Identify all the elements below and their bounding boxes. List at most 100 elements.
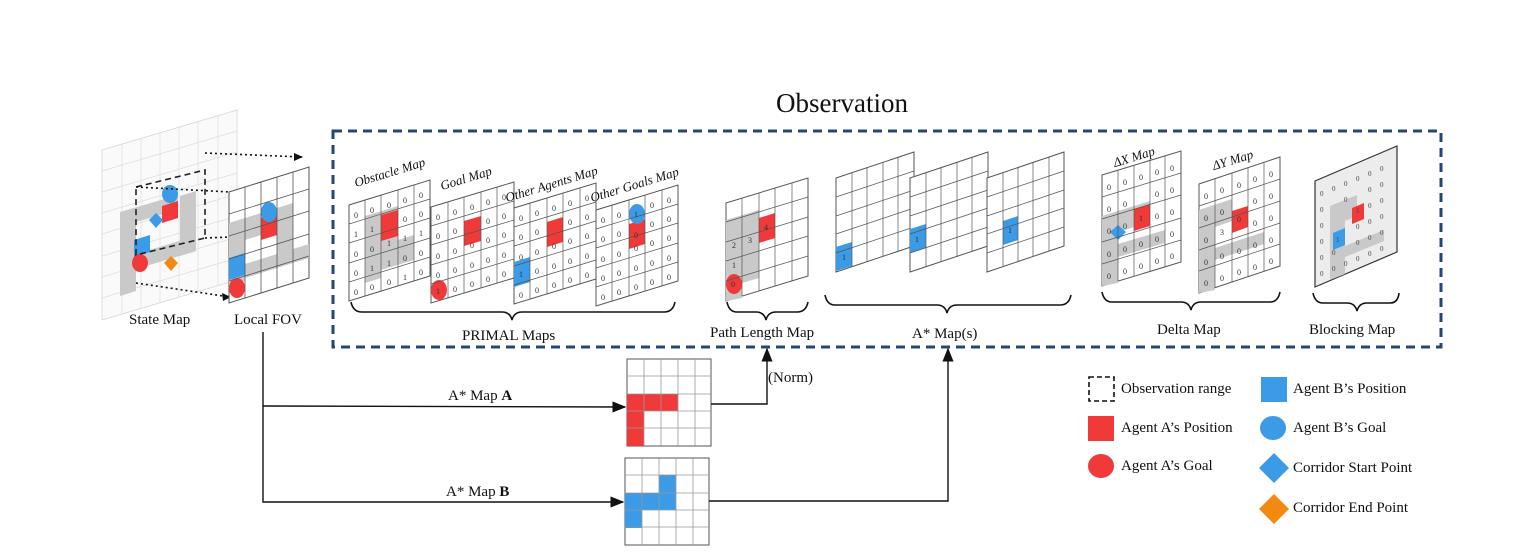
astar-map-b-grid [624, 457, 710, 546]
astar-maps: 1 1 1 [835, 151, 1065, 273]
svg-text:0: 0 [1368, 202, 1372, 210]
svg-text:1: 1 [732, 261, 736, 270]
svg-text:1: 1 [1008, 226, 1012, 235]
svg-text:0: 0 [634, 283, 638, 292]
svg-text:0: 0 [634, 231, 638, 240]
svg-text:0: 0 [1155, 235, 1159, 244]
svg-text:2: 2 [732, 241, 736, 250]
observation-frame [331, 129, 1443, 349]
svg-text:0: 0 [1123, 267, 1127, 276]
svg-text:0: 0 [667, 234, 671, 243]
svg-text:0: 0 [1320, 270, 1324, 278]
svg-text:0: 0 [403, 254, 407, 263]
other-goals-map-sheet: 0 0 0 0 1 0 0 0 0 0 0 0 0 0 0 0 0 0 0 0 0 0 0 0 0 [595, 184, 679, 307]
svg-text:0: 0 [535, 267, 539, 276]
legend-observation-range: Observation range [1121, 381, 1232, 397]
legend-agent-a-position: Agent A’s Position [1121, 420, 1233, 436]
svg-text:0: 0 [1269, 192, 1273, 201]
svg-text:1: 1 [519, 270, 523, 279]
svg-text:0: 0 [1368, 186, 1372, 194]
svg-text:1: 1 [419, 229, 423, 238]
svg-text:0: 0 [354, 250, 358, 259]
svg-text:0: 0 [419, 210, 423, 219]
svg-text:0: 0 [1170, 252, 1174, 261]
svg-text:0: 0 [1204, 236, 1208, 245]
svg-text:0: 0 [1204, 214, 1208, 223]
svg-text:0: 0 [585, 271, 589, 280]
legend-corridor-start: Corridor Start Point [1293, 460, 1413, 476]
svg-text:0: 0 [519, 253, 523, 262]
svg-text:0: 0 [552, 262, 556, 271]
goal-map-sheet: 0 0 0 0 0 0 0 0 0 0 0 0 0 0 0 0 0 0 0 1 0 0 0 0 [430, 181, 515, 304]
svg-text:0: 0 [354, 211, 358, 220]
svg-text:0: 0 [1380, 245, 1384, 253]
svg-text:0: 0 [1123, 222, 1127, 231]
svg-text:0: 0 [1356, 239, 1360, 247]
svg-text:0: 0 [1356, 223, 1360, 231]
svg-text:0: 0 [601, 255, 605, 264]
flow-lines [262, 332, 954, 508]
svg-text:0: 0 [1344, 180, 1348, 188]
svg-text:0: 0 [1380, 165, 1384, 173]
svg-text:0: 0 [419, 191, 423, 200]
svg-text:0: 0 [568, 218, 572, 227]
svg-text:0: 0 [585, 213, 589, 222]
svg-text:0: 0 [1332, 265, 1336, 273]
svg-text:0: 0 [535, 286, 539, 295]
svg-text:0: 0 [535, 209, 539, 218]
svg-text:0: 0 [1332, 249, 1336, 257]
svg-text:0: 0 [1204, 258, 1208, 267]
astar-map-a-grid [626, 358, 712, 447]
svg-text:0: 0 [1107, 272, 1111, 281]
svg-text:0: 0 [1170, 164, 1174, 173]
svg-text:0: 0 [1155, 257, 1159, 266]
svg-text:0: 0 [568, 237, 572, 246]
path-length-map-label: Path Length Map [710, 325, 815, 341]
svg-text:0: 0 [1204, 279, 1208, 288]
svg-text:0: 0 [370, 206, 374, 215]
svg-text:0: 0 [354, 269, 358, 278]
svg-text:0: 0 [1380, 213, 1384, 221]
svg-text:0: 0 [1269, 236, 1273, 245]
svg-text:0: 0 [1170, 186, 1174, 195]
observation-range-icon [1088, 376, 1115, 402]
svg-text:0: 0 [1155, 212, 1159, 221]
svg-text:0: 0 [1380, 229, 1384, 237]
svg-text:0: 0 [1107, 250, 1111, 259]
svg-text:1: 1 [915, 235, 919, 244]
legend-symbols [1088, 376, 1289, 524]
svg-text:0: 0 [650, 239, 654, 248]
svg-text:0: 0 [1237, 215, 1241, 224]
svg-text:0: 0 [1368, 170, 1372, 178]
svg-text:0: 0 [486, 236, 490, 245]
svg-text:0: 0 [552, 242, 556, 251]
corridor-end-icon [1259, 494, 1289, 524]
svg-text:0: 0 [634, 264, 638, 273]
legend-agent-b-goal: Agent B’s Goal [1293, 420, 1387, 436]
svg-text:0: 0 [502, 270, 506, 279]
svg-text:0: 0 [731, 280, 735, 289]
svg-text:1: 1 [1336, 236, 1340, 244]
svg-text:0: 0 [1368, 234, 1372, 242]
svg-text:0: 0 [470, 203, 474, 212]
svg-text:0: 0 [1237, 247, 1241, 256]
svg-text:0: 0 [1380, 181, 1384, 189]
svg-text:0: 0 [650, 259, 654, 268]
svg-text:0: 0 [436, 271, 440, 280]
svg-text:0: 0 [535, 228, 539, 237]
projection-lines [135, 152, 303, 298]
path-length-map-sheet: 2 3 4 1 0 [725, 177, 809, 302]
section-braces [350, 291, 1400, 321]
agent-b-position-icon [1261, 377, 1287, 402]
svg-text:0: 0 [568, 199, 572, 208]
svg-text:0: 0 [535, 248, 539, 257]
svg-text:0: 0 [1356, 255, 1360, 263]
svg-text:0: 0 [617, 250, 621, 259]
primal-maps-label: PRIMAL Maps [462, 328, 556, 344]
svg-text:0: 0 [453, 247, 457, 256]
legend-agent-a-goal: Agent A’s Goal [1121, 458, 1213, 474]
svg-text:0: 0 [1237, 268, 1241, 277]
svg-text:0: 0 [1139, 262, 1143, 271]
local-fov-label: Local FOV [234, 312, 302, 328]
svg-text:0: 0 [354, 288, 358, 297]
